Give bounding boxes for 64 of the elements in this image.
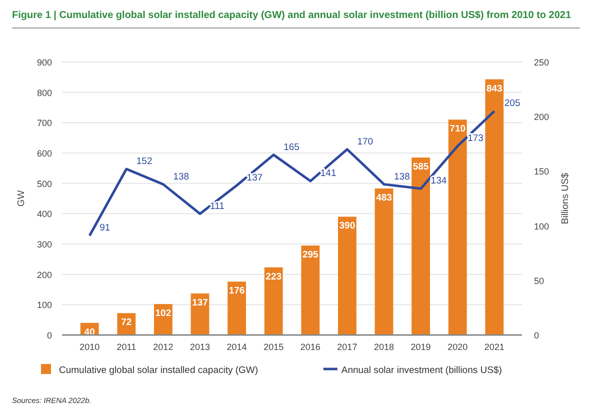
y-tick-label: 200	[36, 270, 52, 280]
data-label: 295	[302, 250, 320, 261]
x-tick-label: 2013	[190, 342, 210, 352]
data-label: 91	[100, 222, 110, 234]
x-tick-label: 2021	[484, 342, 504, 352]
x-tick-label: 2011	[116, 342, 136, 352]
data-label: 111	[210, 200, 224, 212]
y-tick-label: 300	[36, 240, 52, 250]
y2-tick-label: 0	[534, 330, 540, 340]
data-label: 585	[412, 162, 430, 173]
x-tick-label: 2016	[300, 342, 320, 352]
data-label: 710	[450, 124, 466, 135]
x-tick-label: 2018	[374, 342, 394, 352]
bar	[338, 216, 356, 335]
y2-tick-label: 250	[534, 58, 550, 68]
data-label: 205	[504, 98, 520, 110]
x-tick-label: 2020	[448, 342, 468, 352]
y-tick-label: 100	[36, 300, 52, 310]
y-tick-label: 0	[46, 330, 52, 340]
bar	[374, 188, 394, 335]
y2-tick-label: 200	[534, 112, 550, 122]
x-tick-label: 2012	[153, 342, 174, 352]
y-tick-label: 700	[36, 118, 52, 128]
bar	[448, 120, 467, 335]
y2-axis-title: Billions US$	[560, 172, 571, 224]
data-label: 483	[376, 192, 392, 204]
legend-label: Cumulative global solar installed capacity (GW)	[59, 365, 258, 376]
data-label: 170	[357, 136, 374, 148]
data-label: 223	[266, 271, 282, 282]
y2-tick-label: 100	[534, 221, 550, 232]
y-tick-label: 400	[36, 209, 52, 220]
x-tick-label: 2010	[80, 342, 100, 352]
data-label: 176	[228, 286, 245, 297]
line-series	[88, 110, 496, 237]
data-label: 102	[155, 308, 172, 320]
data-label: 843	[486, 83, 502, 94]
x-tick-label: 2015	[264, 342, 284, 352]
data-label: 72	[121, 317, 132, 328]
y-tick-label: 600	[36, 148, 52, 158]
y-tick-label: 900	[36, 58, 52, 68]
data-label: 138	[394, 171, 410, 182]
data-label: 137	[246, 172, 263, 184]
bar	[485, 79, 504, 335]
y2-tick-label: 50	[534, 276, 544, 286]
data-label: 390	[339, 220, 356, 232]
data-label: 165	[284, 142, 300, 153]
y2-tick-label: 150	[534, 166, 550, 177]
data-label: 173	[468, 133, 484, 144]
chart-title: Figure 1 | Cumulative global solar installed capacity (GW) and annual solar investment (billion US$) from 2010 to 2021	[12, 10, 572, 21]
x-tick-label: 2014	[226, 342, 247, 352]
legend-label: Annual solar investment (billions US$)	[341, 365, 502, 376]
x-tick-label: 2019	[410, 342, 431, 352]
bar	[264, 267, 283, 335]
y-axis-title: GW	[16, 190, 27, 207]
bar	[301, 246, 320, 335]
bar	[412, 158, 430, 335]
data-label: 152	[136, 156, 152, 168]
data-label: 134	[430, 176, 447, 187]
data-label: 137	[192, 297, 208, 308]
data-label: 138	[173, 171, 190, 182]
y-tick-label: 800	[36, 88, 52, 98]
y-tick-label: 500	[36, 178, 52, 189]
bar	[228, 282, 246, 335]
x-tick-label: 2017	[337, 342, 358, 352]
